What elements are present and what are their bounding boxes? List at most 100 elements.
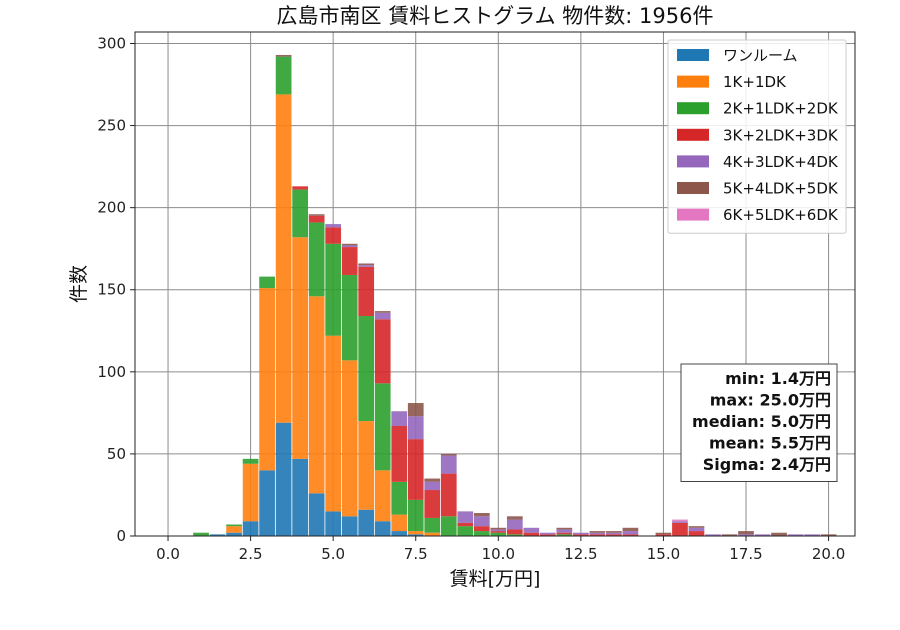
histogram-bar <box>275 422 292 536</box>
stats-line: mean: 5.5万円 <box>709 434 831 453</box>
histogram-bar <box>440 473 457 517</box>
histogram-bar <box>358 509 375 536</box>
histogram-bar <box>242 458 259 464</box>
histogram-bar <box>407 439 424 500</box>
x-axis: 0.0 2.5 5.0 7.5 10.0 12.5 15.0 17.5 20.0 <box>156 536 845 563</box>
histogram-bar <box>341 274 358 361</box>
histogram-bar <box>259 470 275 536</box>
histogram-bar <box>573 534 589 536</box>
y-tick-label: 200 <box>97 199 126 217</box>
stats-box: min: 1.4万円 max: 25.0万円 median: 5.0万円 mean: … <box>680 363 838 482</box>
histogram-bar <box>473 516 490 527</box>
histogram-bar <box>672 522 688 536</box>
legend-swatch <box>677 208 709 221</box>
legend: ワンルーム 1K+1DK 2K+1LDK+2DK 3K+2LDK+3DK 4K+3LDK… <box>667 39 847 234</box>
histogram-bar <box>705 534 721 536</box>
histogram-bar <box>523 527 540 533</box>
legend-swatch <box>677 49 709 61</box>
histogram-bar <box>440 516 457 536</box>
histogram-bar <box>506 516 523 520</box>
legend-label: ワンルーム <box>723 47 798 65</box>
histogram-bar <box>473 513 490 517</box>
legend-swatch <box>677 182 709 194</box>
x-tick-label: 17.5 <box>729 545 762 563</box>
histogram-bar <box>506 534 523 536</box>
histogram-bar <box>374 521 391 536</box>
legend-swatch <box>677 128 709 141</box>
histogram-bar <box>506 529 523 535</box>
histogram-bar <box>341 245 358 248</box>
histogram-bar <box>374 311 391 313</box>
histogram-bar <box>374 470 391 522</box>
histogram-bar <box>573 532 589 535</box>
bars <box>193 54 837 536</box>
histogram-bar <box>771 532 787 536</box>
histogram-bar <box>556 534 573 536</box>
histogram-bar <box>391 481 408 515</box>
histogram-bar <box>606 534 622 536</box>
stats-line: max: 25.0万円 <box>710 391 831 410</box>
histogram-bar <box>688 527 705 532</box>
x-axis-title: 賃料[万円] <box>450 568 541 590</box>
histogram-bar <box>523 532 540 536</box>
histogram-bar <box>308 215 325 223</box>
histogram-bar <box>374 312 391 320</box>
histogram-bar <box>226 524 242 527</box>
histogram-bar <box>490 527 507 530</box>
histogram-bar <box>804 534 820 536</box>
x-tick-label: 2.5 <box>239 545 263 563</box>
histogram-bar <box>341 516 358 536</box>
histogram-bar <box>424 490 441 518</box>
histogram-bar <box>308 222 325 297</box>
y-axis: 0 50 100 150 200 250 300 <box>97 34 135 545</box>
histogram-bar <box>209 534 226 536</box>
histogram-bar <box>457 522 474 527</box>
histogram-bar <box>193 532 209 536</box>
plot-frame <box>134 31 856 537</box>
histogram-bar <box>374 319 391 384</box>
histogram-bar <box>292 189 308 238</box>
histogram-bar <box>506 519 523 530</box>
y-tick-label: 0 <box>116 527 126 545</box>
histogram-bar <box>275 56 292 95</box>
histogram-bar <box>672 521 688 523</box>
histogram-bar <box>391 514 408 532</box>
histogram-bar <box>292 458 308 536</box>
histogram-bar <box>407 531 424 535</box>
legend-label: 2K+1LDK+2DK <box>723 100 839 118</box>
legend-swatch <box>677 102 709 115</box>
histogram-bar <box>556 527 573 530</box>
legend-label: 4K+3LDK+4DK <box>723 153 839 171</box>
stats-line: min: 1.4万円 <box>725 369 831 388</box>
histogram-bar <box>721 534 738 536</box>
legend-label: 5K+4LDK+5DK <box>723 180 839 198</box>
histogram-bar <box>556 532 573 535</box>
x-tick-label: 12.5 <box>564 545 597 563</box>
histogram-bar <box>589 532 606 535</box>
histogram-bar <box>308 296 325 494</box>
histogram-bar <box>358 265 375 267</box>
histogram-bar <box>325 224 342 228</box>
histogram-bar <box>556 529 573 533</box>
legend-label: 1K+1DK <box>723 73 787 91</box>
histogram-bar <box>292 237 308 459</box>
histogram-bar <box>341 243 358 246</box>
y-tick-label: 50 <box>107 445 126 463</box>
histogram-bar <box>490 529 507 532</box>
histogram-bar <box>672 519 688 522</box>
histogram-bar <box>358 266 375 317</box>
histogram-bar <box>391 411 408 427</box>
histogram-bar <box>275 54 292 57</box>
histogram-bar <box>341 247 358 275</box>
y-tick-label: 150 <box>97 281 126 299</box>
histogram-bar <box>226 532 242 536</box>
histogram-bar <box>589 534 606 536</box>
histogram-bar <box>440 453 457 456</box>
histogram-bar <box>688 531 705 536</box>
histogram-bar <box>655 534 672 536</box>
histogram-bar <box>622 534 639 536</box>
histogram-bar <box>490 531 507 533</box>
x-tick-label: 0.0 <box>156 545 180 563</box>
y-tick-label: 300 <box>97 34 126 52</box>
